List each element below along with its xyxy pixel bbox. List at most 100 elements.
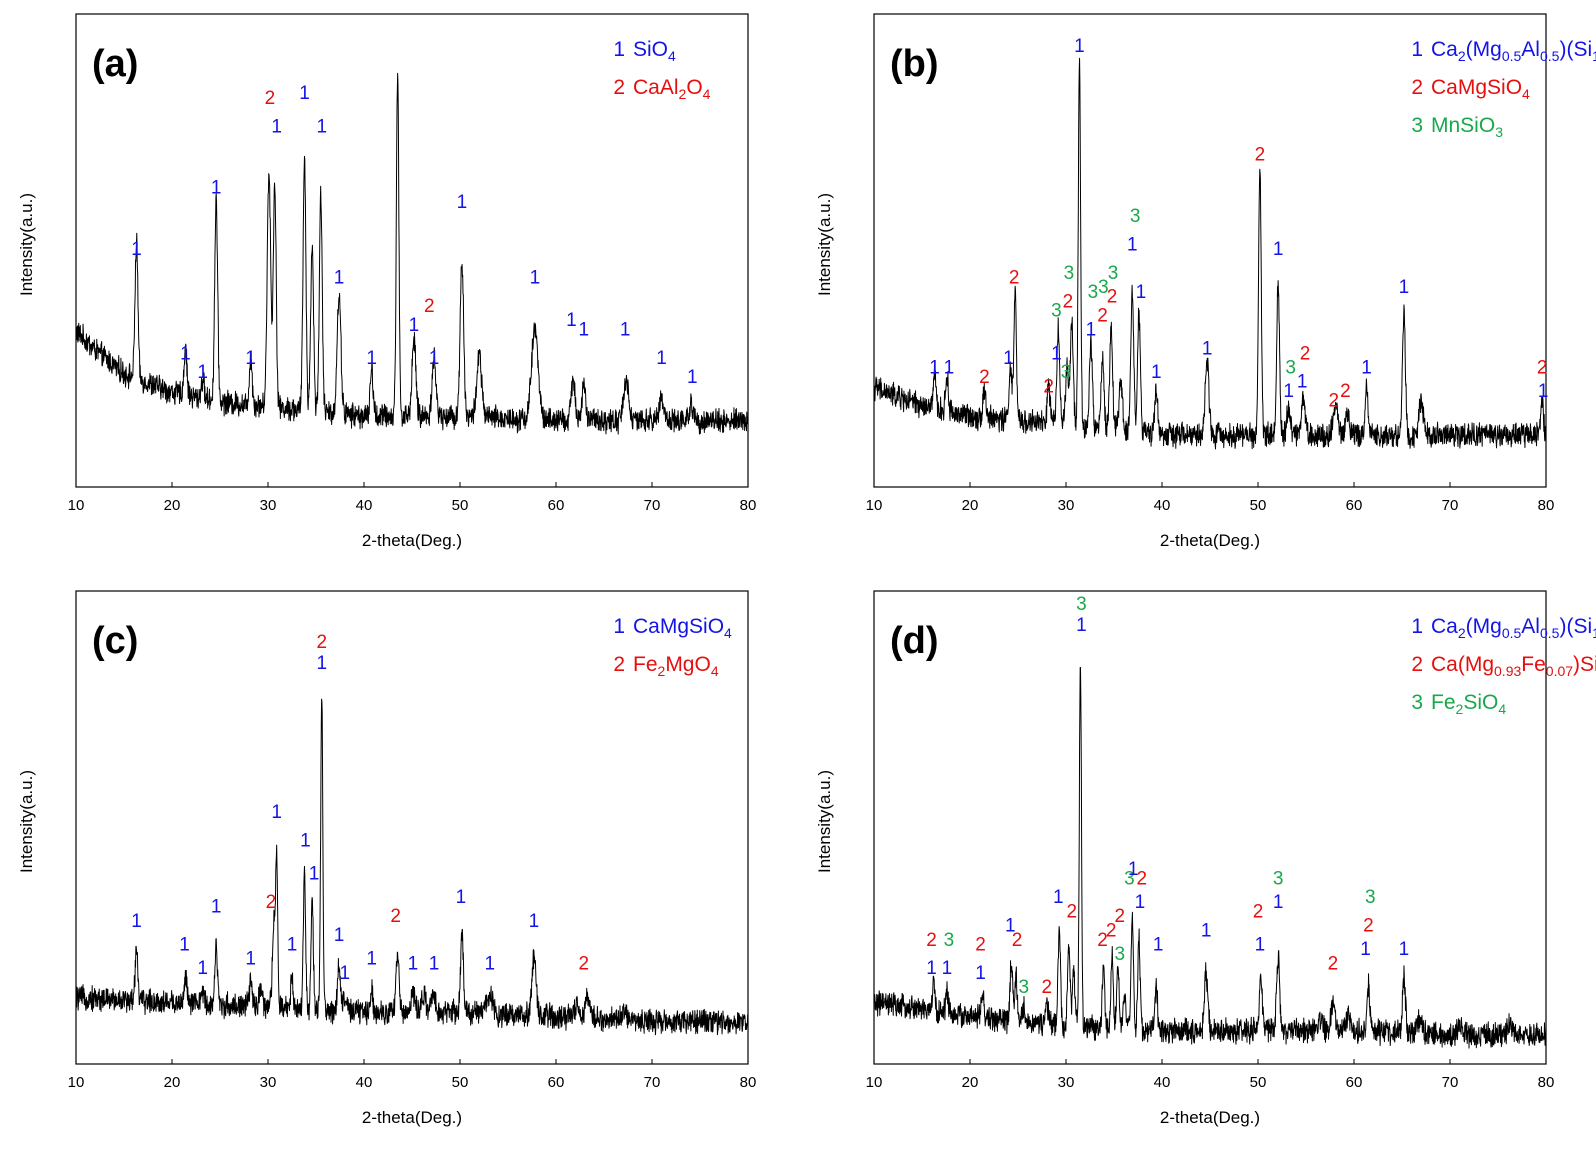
legend-label: Fe2SiO4 <box>1431 691 1506 717</box>
legend-subscript: 4 <box>724 625 732 641</box>
panel-label: (a) <box>92 43 138 85</box>
x-tick-label: 30 <box>1058 1074 1075 1091</box>
peak-label-2: 2 <box>1300 343 1311 364</box>
peak-label-1: 1 <box>929 357 940 378</box>
peak-label-1: 1 <box>429 348 440 369</box>
peak-label-3: 3 <box>1098 277 1109 298</box>
peak-label-1: 1 <box>1086 320 1097 341</box>
peak-label-1: 1 <box>245 949 256 970</box>
legend-subscript: 4 <box>1498 701 1506 717</box>
legend-subscript: 2 <box>1458 48 1466 64</box>
legend-label: SiO4 <box>633 38 676 64</box>
peak-label-2: 2 <box>1042 977 1053 998</box>
peak-label-1: 1 <box>300 830 311 851</box>
peak-label-1: 1 <box>1399 939 1410 960</box>
peak-label-1: 1 <box>620 320 631 341</box>
peak-label-2: 2 <box>1097 305 1108 326</box>
peak-label-1: 1 <box>179 934 190 955</box>
peak-label-1: 1 <box>944 357 955 378</box>
legend-subscript: 0.5 <box>1502 48 1522 64</box>
peak-label-1: 1 <box>687 367 698 388</box>
peak-label-3: 3 <box>1061 362 1072 383</box>
peak-label-1: 1 <box>975 963 986 984</box>
peak-label-2: 2 <box>1063 291 1074 312</box>
legend-number: 3 <box>1411 114 1423 137</box>
legend-number: 1 <box>613 38 625 61</box>
peak-label-2: 2 <box>1066 901 1077 922</box>
peak-label-2: 2 <box>1253 901 1264 922</box>
peak-label-2: 2 <box>316 632 327 653</box>
legend-subscript: 0.5 <box>1540 625 1560 641</box>
legend-subscript: 2 <box>679 86 687 102</box>
legend-text: O <box>686 76 702 99</box>
peak-label-2: 2 <box>1114 906 1125 927</box>
peak-label-1: 1 <box>942 958 953 979</box>
x-tick-label: 70 <box>1442 1074 1459 1091</box>
y-axis-label: Intensity(a.u.) <box>17 193 36 296</box>
peak-label-2: 2 <box>1329 391 1340 412</box>
y-axis-label: Intensity(a.u.) <box>17 770 36 873</box>
peak-label-1: 1 <box>316 116 327 137</box>
x-tick-label: 80 <box>740 1074 757 1091</box>
x-tick-label: 50 <box>452 497 469 514</box>
peak-label-2: 2 <box>975 934 986 955</box>
x-tick-label: 60 <box>1346 497 1363 514</box>
peak-label-1: 1 <box>1273 892 1284 913</box>
legend-text: MgO <box>665 653 711 676</box>
x-tick-label: 10 <box>68 497 85 514</box>
legend-entry: 1 CaMgSiO4 <box>613 615 732 641</box>
legend-text: CaAl <box>633 76 679 99</box>
peak-label-3: 3 <box>1076 594 1087 615</box>
peak-label-1: 1 <box>366 348 377 369</box>
legend-number: 1 <box>1411 38 1423 61</box>
plot-frame <box>75 590 749 1065</box>
peak-label-1: 1 <box>1360 939 1371 960</box>
legend-label: Ca2(Mg0.5Al0.5)(Si1.5Al0.5O7) <box>1431 38 1596 64</box>
legend-subscript: 4 <box>1522 86 1530 102</box>
legend-text: Al <box>1521 38 1540 61</box>
legend-subscript: 1.5 <box>1592 48 1596 64</box>
peak-label-1: 1 <box>1127 235 1138 256</box>
peak-label-2: 2 <box>1097 930 1108 951</box>
peak-label-1: 1 <box>1051 343 1062 364</box>
x-axis-label: 2-theta(Deg.) <box>1160 531 1260 550</box>
peak-label-1: 1 <box>245 348 256 369</box>
peak-label-1: 1 <box>1005 916 1016 937</box>
peak-label-1: 1 <box>309 864 320 885</box>
peak-label-2: 2 <box>1137 868 1148 889</box>
peak-label-1: 1 <box>366 949 377 970</box>
peak-label-2: 2 <box>579 953 590 974</box>
y-axis-label: Intensity(a.u.) <box>815 193 834 296</box>
peak-label-1: 1 <box>197 958 208 979</box>
x-tick-label: 60 <box>548 497 565 514</box>
legend-entry: 2 Fe2MgO4 <box>613 653 719 679</box>
x-tick-label: 30 <box>260 497 277 514</box>
peak-label-1: 1 <box>656 348 667 369</box>
peak-label-1: 1 <box>1399 277 1410 298</box>
peak-label-2: 2 <box>1328 953 1339 974</box>
peak-label-3: 3 <box>1285 357 1296 378</box>
legend-number: 2 <box>1411 653 1423 676</box>
peak-label-2: 2 <box>1363 916 1374 937</box>
peak-label-1: 1 <box>299 83 310 104</box>
legend-entry: 2 CaMgSiO4 <box>1411 76 1530 102</box>
x-tick-label: 50 <box>1250 497 1267 514</box>
peak-label-2: 2 <box>979 367 990 388</box>
xrd-pattern-line <box>75 698 749 1036</box>
peak-label-1: 1 <box>1361 357 1372 378</box>
peak-label-3: 3 <box>1051 301 1062 322</box>
peak-label-1: 1 <box>334 925 345 946</box>
peak-label-3: 3 <box>1273 868 1284 889</box>
peak-label-1: 1 <box>484 953 495 974</box>
legend-subscript: 0.07 <box>1546 663 1573 679</box>
peak-label-2: 2 <box>390 906 401 927</box>
xrd-chart-c: 10 20 30 40 50 60 70 80 2-theta(Deg.) Intensity(a… <box>17 590 757 1127</box>
plot-frame <box>873 13 1547 488</box>
peak-label-1: 1 <box>429 953 440 974</box>
x-tick-label: 20 <box>164 1074 181 1091</box>
legend-text: SiO <box>1463 691 1498 714</box>
peak-label-3: 3 <box>1064 263 1075 284</box>
legend-subscript: 0.93 <box>1494 663 1521 679</box>
peak-label-1: 1 <box>180 343 191 364</box>
